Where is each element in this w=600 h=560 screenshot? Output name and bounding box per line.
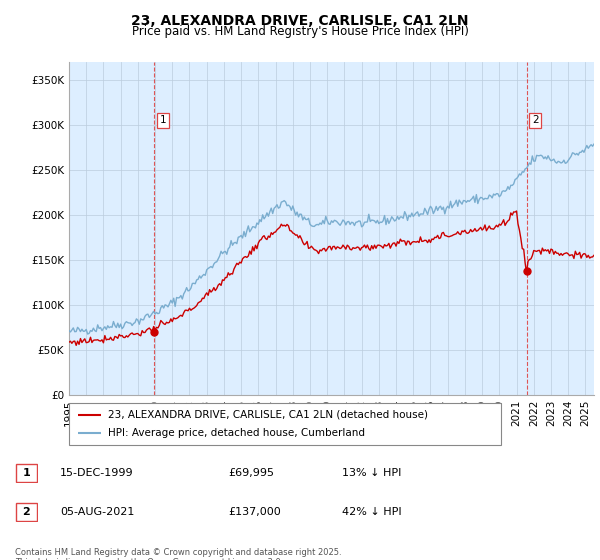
Text: 15-DEC-1999: 15-DEC-1999 bbox=[60, 468, 134, 478]
Text: 2: 2 bbox=[532, 115, 538, 125]
Text: 23, ALEXANDRA DRIVE, CARLISLE, CA1 2LN: 23, ALEXANDRA DRIVE, CARLISLE, CA1 2LN bbox=[131, 14, 469, 28]
Text: £137,000: £137,000 bbox=[228, 507, 281, 517]
Text: Price paid vs. HM Land Registry's House Price Index (HPI): Price paid vs. HM Land Registry's House … bbox=[131, 25, 469, 38]
Text: Contains HM Land Registry data © Crown copyright and database right 2025.
This d: Contains HM Land Registry data © Crown c… bbox=[15, 548, 341, 560]
FancyBboxPatch shape bbox=[16, 503, 37, 521]
Text: 05-AUG-2021: 05-AUG-2021 bbox=[60, 507, 134, 517]
FancyBboxPatch shape bbox=[69, 403, 501, 445]
Text: £69,995: £69,995 bbox=[228, 468, 274, 478]
Text: 1: 1 bbox=[160, 115, 166, 125]
Text: HPI: Average price, detached house, Cumberland: HPI: Average price, detached house, Cumb… bbox=[108, 428, 365, 438]
FancyBboxPatch shape bbox=[16, 464, 37, 482]
Text: 23, ALEXANDRA DRIVE, CARLISLE, CA1 2LN (detached house): 23, ALEXANDRA DRIVE, CARLISLE, CA1 2LN (… bbox=[108, 410, 428, 420]
Text: 2: 2 bbox=[23, 507, 30, 517]
Text: 1: 1 bbox=[23, 468, 30, 478]
Text: 13% ↓ HPI: 13% ↓ HPI bbox=[342, 468, 401, 478]
Text: 42% ↓ HPI: 42% ↓ HPI bbox=[342, 507, 401, 517]
